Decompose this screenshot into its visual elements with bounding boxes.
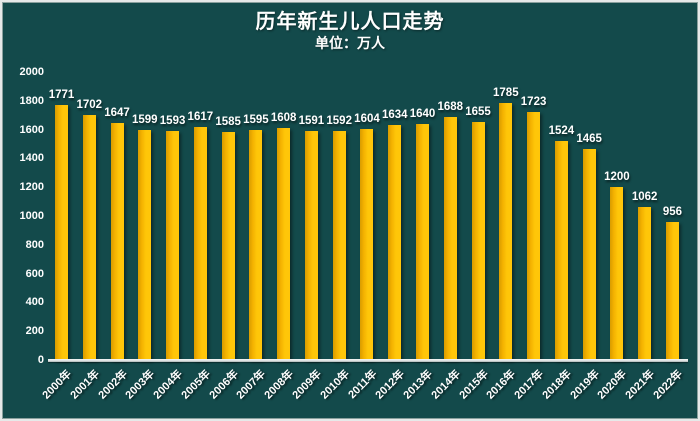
- bar-2013年: [416, 123, 429, 360]
- bar-value-label: 1599: [132, 113, 158, 126]
- x-axis-tick-label: 2020年: [595, 368, 630, 402]
- y-axis-tick-label: 1200: [19, 181, 44, 194]
- x-axis-tick-label: 2015年: [456, 368, 491, 402]
- x-axis-tick-label: 2004年: [151, 368, 186, 402]
- x-axis-tick-label: 2008年: [262, 368, 297, 402]
- bar-2017年: [527, 111, 541, 360]
- x-axis-tick-label: 2017年: [512, 368, 547, 402]
- bar-value-label: 1604: [354, 113, 380, 126]
- x-axis-tick-label: 2001年: [68, 368, 102, 402]
- y-axis-tick-label: 2000: [19, 66, 44, 78]
- bar-2019年: [582, 149, 596, 360]
- bar-2012年: [388, 124, 402, 360]
- y-axis-tick-label: 800: [25, 238, 44, 251]
- bar-2008年: [277, 128, 291, 360]
- x-axis-tick-label: 2009年: [290, 368, 324, 402]
- x-axis-tick-label: 2022年: [651, 368, 685, 402]
- bar-value-label: 1785: [493, 86, 519, 99]
- bar-value-label: 1591: [298, 114, 325, 127]
- bar-2001年: [82, 114, 96, 360]
- y-axis-tick-label: 200: [25, 325, 44, 338]
- bar-value-label: 956: [662, 206, 683, 219]
- bar-2020年: [610, 187, 624, 360]
- bar-2014年: [443, 116, 457, 360]
- x-axis-line: [48, 359, 688, 362]
- bar-2000年: [55, 104, 68, 360]
- bar-value-label: 1723: [520, 95, 547, 108]
- bar-2007年: [249, 130, 263, 360]
- x-axis-tick-label: 2014年: [429, 368, 463, 402]
- x-axis-tick-label: 2018年: [540, 368, 574, 402]
- bar-2018年: [554, 140, 568, 360]
- bar-2015年: [471, 121, 485, 360]
- bar-value-label: 1200: [604, 171, 630, 184]
- bar-2006年: [221, 131, 235, 360]
- bar-value-label: 1593: [159, 114, 186, 127]
- x-axis-tick-label: 2013年: [401, 368, 436, 402]
- bar-value-label: 1595: [243, 114, 269, 127]
- x-axis-tick-label: 2005年: [179, 368, 213, 402]
- bar-value-label: 1524: [548, 124, 575, 137]
- chart-title: 历年新生儿人口走势: [255, 11, 445, 33]
- bar-value-label: 1640: [409, 107, 436, 120]
- bar-value-label: 1585: [215, 115, 241, 128]
- x-axis-tick-label: 2012年: [373, 368, 408, 402]
- bar-2016年: [499, 102, 513, 360]
- bar-value-label: 1655: [465, 105, 491, 118]
- y-axis-tick-label: 1000: [19, 210, 44, 222]
- bar-2003年: [138, 129, 152, 360]
- bar-value-label: 1634: [381, 108, 408, 121]
- bar-value-label: 1771: [48, 88, 75, 101]
- bar-value-label: 1647: [104, 106, 130, 119]
- y-axis-tick-label: 1400: [19, 152, 44, 165]
- y-axis-tick-label: 400: [25, 296, 44, 309]
- bar-2011年: [360, 129, 374, 360]
- x-axis-tick-label: 2016年: [484, 368, 519, 402]
- x-axis-tick-label: 2010年: [318, 368, 352, 402]
- y-axis-tick-label: 1600: [19, 123, 44, 136]
- x-axis-tick-label: 2002年: [95, 368, 130, 402]
- x-axis-tick-label: 2006年: [207, 368, 241, 402]
- x-axis-tick-label: 2003年: [123, 368, 158, 402]
- x-axis-tick-label: 2021年: [623, 368, 658, 402]
- bar-value-label: 1617: [187, 111, 214, 124]
- bar-value-label: 1465: [576, 133, 602, 146]
- bar-value-label: 1608: [270, 112, 297, 125]
- bar-2009年: [304, 130, 318, 360]
- bar-2005年: [193, 127, 207, 360]
- y-axis-tick-label: 600: [25, 267, 44, 280]
- bar-2004年: [166, 130, 180, 360]
- bar-value-label: 1592: [326, 114, 352, 127]
- bar-value-label: 1062: [631, 191, 658, 204]
- bar-2010年: [332, 130, 346, 360]
- x-axis-tick-label: 2007年: [234, 368, 269, 402]
- x-axis-tick-label: 2000年: [40, 368, 74, 402]
- x-axis-tick-label: 2019年: [568, 368, 602, 402]
- x-axis-tick-label: 2011年: [346, 368, 380, 402]
- chart-subtitle: 单位：万人: [315, 35, 385, 51]
- bar-2022年: [665, 222, 679, 360]
- bar-value-label: 1702: [76, 98, 103, 111]
- y-axis-tick-label: 0: [37, 354, 44, 366]
- y-axis-tick-label: 1800: [19, 94, 44, 107]
- bar-value-label: 1688: [437, 100, 464, 113]
- bar-2021年: [638, 207, 652, 360]
- bar-2002年: [110, 122, 124, 360]
